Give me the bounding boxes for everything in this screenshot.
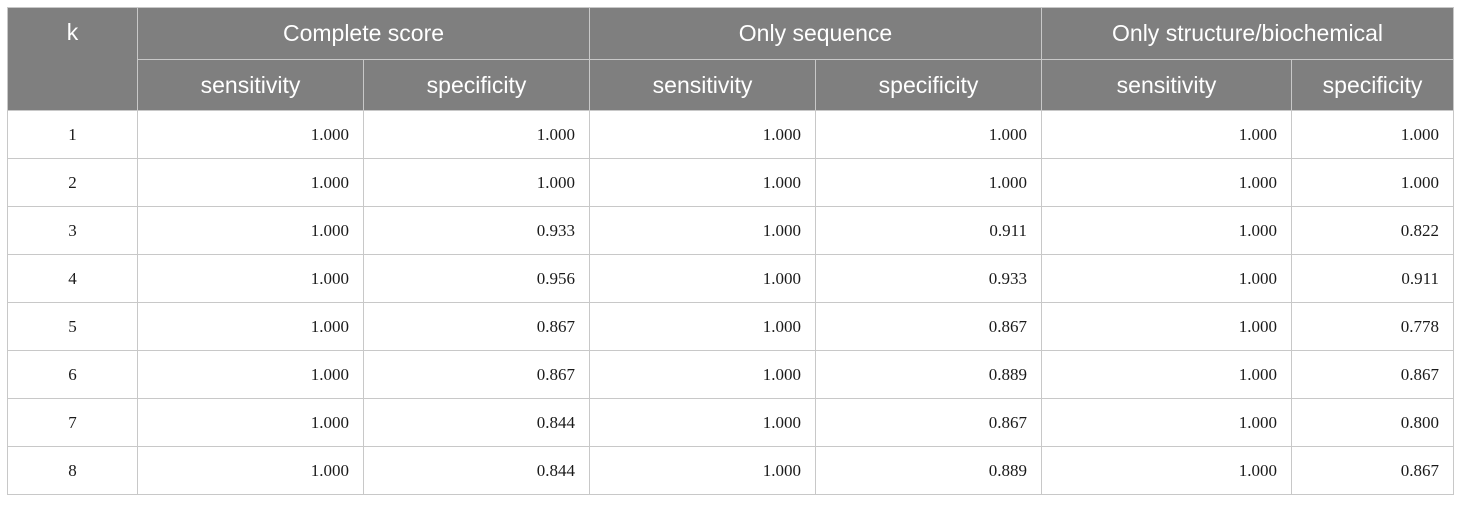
table-row: 7 1.000 0.844 1.000 0.867 1.000 0.800 (7, 398, 1455, 447)
value-cell: 1.000 (589, 158, 817, 207)
header-row-groups: k Complete score Only sequence Only stru… (7, 7, 1455, 111)
value-cell: 1.000 (137, 206, 364, 255)
column-header-specificity: specificity (1291, 59, 1455, 111)
value-cell: 1.000 (1291, 110, 1455, 159)
value-cell: 0.778 (1291, 302, 1455, 351)
k-cell: 2 (7, 158, 138, 207)
table-row: 1 1.000 1.000 1.000 1.000 1.000 1.000 (7, 110, 1455, 159)
k-cell: 5 (7, 302, 138, 351)
value-cell: 1.000 (137, 158, 364, 207)
table-row: 4 1.000 0.956 1.000 0.933 1.000 0.911 (7, 254, 1455, 303)
value-cell: 1.000 (1041, 398, 1293, 447)
value-cell: 1.000 (1041, 350, 1293, 399)
column-header-specificity: specificity (362, 59, 591, 111)
value-cell: 0.800 (1291, 398, 1455, 447)
k-cell: 6 (7, 350, 138, 399)
value-cell: 1.000 (589, 254, 817, 303)
value-cell: 1.000 (589, 206, 817, 255)
value-cell: 0.844 (362, 446, 591, 495)
k-cell: 3 (7, 206, 138, 255)
value-cell: 1.000 (815, 110, 1043, 159)
results-table: k Complete score Only sequence Only stru… (7, 7, 1455, 495)
value-cell: 1.000 (1041, 110, 1293, 159)
column-header-specificity: specificity (815, 59, 1043, 111)
value-cell: 1.000 (1041, 206, 1293, 255)
value-cell: 0.911 (815, 206, 1043, 255)
value-cell: 0.844 (362, 398, 591, 447)
group-header-only-structure: Only structure/biochemical (1041, 7, 1455, 60)
value-cell: 1.000 (815, 158, 1043, 207)
table-row: 3 1.000 0.933 1.000 0.911 1.000 0.822 (7, 206, 1455, 255)
group-header-complete-score: Complete score (136, 7, 591, 60)
value-cell: 1.000 (362, 110, 591, 159)
value-cell: 0.867 (815, 302, 1043, 351)
group-header-only-sequence: Only sequence (589, 7, 1043, 60)
value-cell: 0.933 (815, 254, 1043, 303)
value-cell: 1.000 (137, 254, 364, 303)
value-cell: 1.000 (137, 446, 364, 495)
value-cell: 0.889 (815, 446, 1043, 495)
column-header-sensitivity: sensitivity (589, 59, 817, 111)
value-cell: 0.933 (362, 206, 591, 255)
value-cell: 0.867 (815, 398, 1043, 447)
value-cell: 1.000 (362, 158, 591, 207)
value-cell: 0.867 (362, 350, 591, 399)
value-cell: 0.911 (1291, 254, 1455, 303)
value-cell: 0.867 (362, 302, 591, 351)
value-cell: 0.867 (1291, 350, 1455, 399)
value-cell: 1.000 (1041, 158, 1293, 207)
value-cell: 0.956 (362, 254, 591, 303)
column-header-sensitivity: sensitivity (1041, 59, 1293, 111)
k-cell: 7 (7, 398, 138, 447)
value-cell: 1.000 (1291, 158, 1455, 207)
table-row: 2 1.000 1.000 1.000 1.000 1.000 1.000 (7, 158, 1455, 207)
table-row: 5 1.000 0.867 1.000 0.867 1.000 0.778 (7, 302, 1455, 351)
k-cell: 4 (7, 254, 138, 303)
value-cell: 1.000 (137, 350, 364, 399)
value-cell: 0.822 (1291, 206, 1455, 255)
table-row: 6 1.000 0.867 1.000 0.889 1.000 0.867 (7, 350, 1455, 399)
value-cell: 0.889 (815, 350, 1043, 399)
column-header-sensitivity: sensitivity (137, 59, 364, 111)
value-cell: 1.000 (1041, 446, 1293, 495)
value-cell: 1.000 (589, 446, 817, 495)
value-cell: 0.867 (1291, 446, 1455, 495)
header-row-metrics: sensitivity specificity sensitivity spec… (8, 59, 1455, 111)
value-cell: 1.000 (137, 110, 364, 159)
value-cell: 1.000 (589, 110, 817, 159)
value-cell: 1.000 (137, 302, 364, 351)
value-cell: 1.000 (589, 302, 817, 351)
value-cell: 1.000 (589, 350, 817, 399)
value-cell: 1.000 (1041, 254, 1293, 303)
value-cell: 1.000 (1041, 302, 1293, 351)
table-row: 8 1.000 0.844 1.000 0.889 1.000 0.867 (7, 446, 1455, 495)
column-header-k: k (7, 7, 138, 111)
k-cell: 8 (7, 446, 138, 495)
value-cell: 1.000 (137, 398, 364, 447)
value-cell: 1.000 (589, 398, 817, 447)
k-cell: 1 (7, 110, 138, 159)
